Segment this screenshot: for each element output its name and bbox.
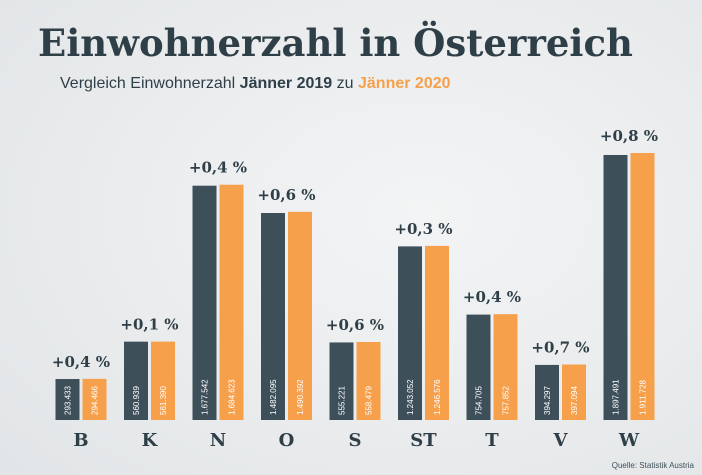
subtitle-text: zu bbox=[337, 75, 354, 92]
bar bbox=[55, 379, 80, 420]
legend-entry: Jänner 2020 bbox=[358, 75, 451, 92]
value-label: 1.684.623 bbox=[228, 379, 237, 415]
change-label: +0,6 % bbox=[257, 186, 315, 204]
bar bbox=[261, 213, 285, 420]
x-tick-label: S bbox=[349, 430, 362, 451]
bar bbox=[466, 314, 491, 420]
value-label: 394.297 bbox=[543, 386, 552, 415]
value-label: 561.390 bbox=[159, 386, 168, 415]
bar bbox=[630, 153, 655, 420]
value-label: 757.852 bbox=[502, 386, 511, 415]
x-tick-label: N bbox=[210, 430, 226, 451]
bar bbox=[288, 211, 312, 420]
value-label: 555.221 bbox=[338, 386, 347, 415]
bar bbox=[493, 314, 518, 420]
x-tick-label: W bbox=[618, 430, 640, 451]
value-label: 1.243.052 bbox=[406, 379, 415, 415]
source: Quelle: Statistik Austria bbox=[612, 461, 695, 470]
chart-title: Einwohnerzahl in Österreich bbox=[38, 20, 633, 65]
bar bbox=[603, 154, 628, 420]
x-tick-label: T bbox=[485, 430, 499, 451]
value-label: 1.482.095 bbox=[269, 379, 278, 415]
legend-entry: Jänner 2019 bbox=[240, 75, 333, 92]
value-label: 560.939 bbox=[132, 386, 141, 415]
value-label: 1.911.728 bbox=[639, 379, 648, 415]
change-label: +0,8 % bbox=[600, 127, 658, 145]
bar bbox=[192, 185, 217, 420]
value-label: 293.433 bbox=[64, 386, 73, 415]
change-label: +0,4 % bbox=[52, 353, 110, 371]
change-label: +0,4 % bbox=[463, 288, 521, 306]
bar bbox=[82, 378, 107, 420]
bar bbox=[124, 341, 148, 420]
value-label: 558.479 bbox=[365, 386, 374, 415]
x-tick-label: O bbox=[279, 430, 295, 451]
bar bbox=[329, 342, 354, 420]
change-label: +0,1 % bbox=[120, 316, 178, 334]
value-label: 294.466 bbox=[91, 386, 100, 415]
bar bbox=[398, 246, 422, 420]
bar bbox=[535, 364, 559, 420]
value-label: 1.246.576 bbox=[433, 379, 442, 415]
subtitle: Vergleich Einwohnerzahl Jänner 2019 zu J… bbox=[60, 75, 451, 92]
change-label: +0,7 % bbox=[531, 339, 589, 357]
value-label: 1.490.392 bbox=[296, 379, 305, 415]
x-tick-label: B bbox=[73, 430, 88, 451]
change-label: +0,3 % bbox=[394, 220, 452, 238]
value-label: 397.094 bbox=[570, 386, 579, 415]
change-label: +0,4 % bbox=[189, 159, 247, 177]
value-label: 1.677.542 bbox=[201, 379, 210, 415]
change-label: +0,6 % bbox=[326, 316, 384, 334]
x-tick-label: V bbox=[553, 430, 569, 451]
subtitle-text: Vergleich Einwohnerzahl bbox=[60, 75, 235, 92]
x-tick-label: ST bbox=[410, 430, 437, 451]
x-tick-label: K bbox=[142, 430, 159, 451]
value-label: 754.705 bbox=[475, 386, 484, 415]
bar bbox=[151, 341, 175, 420]
value-label: 1.897.491 bbox=[612, 379, 621, 415]
bar bbox=[425, 245, 449, 420]
bar bbox=[219, 184, 244, 420]
bar bbox=[562, 364, 586, 420]
bar bbox=[356, 342, 381, 420]
